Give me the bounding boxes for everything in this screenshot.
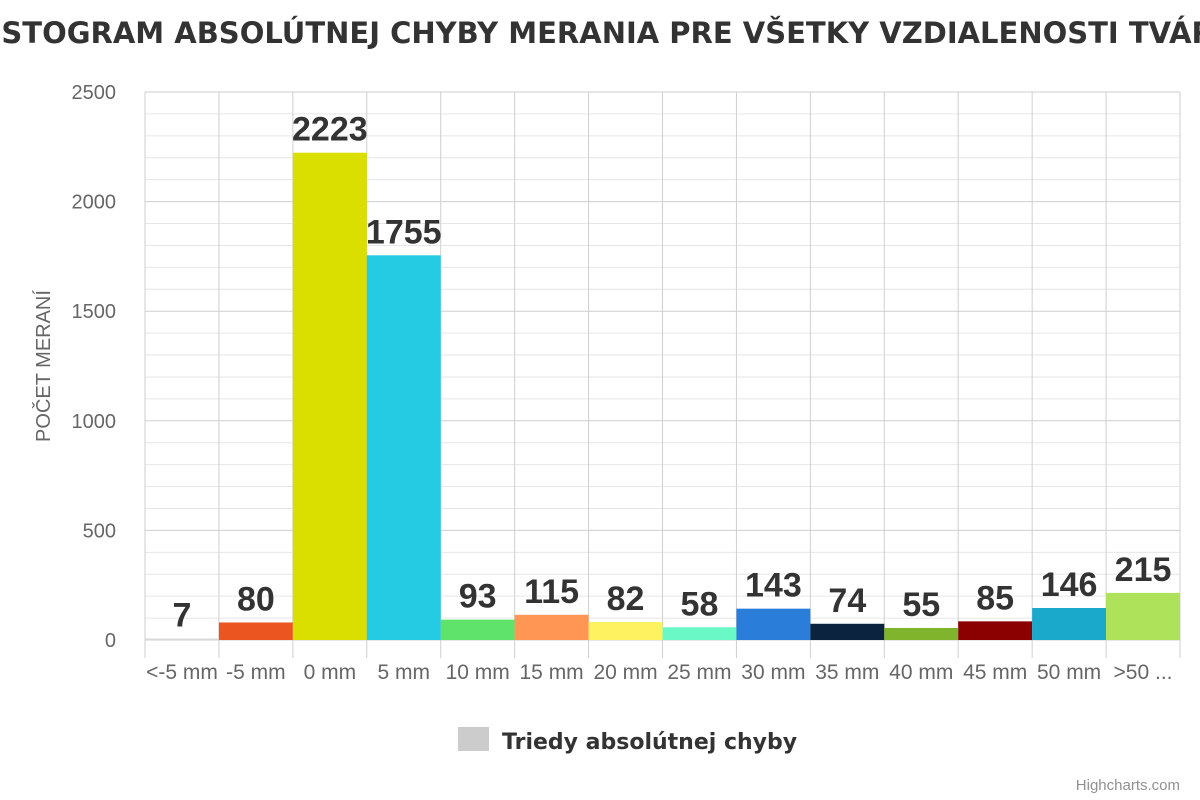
data-label: 1755 (366, 213, 442, 251)
data-label: 7 (173, 596, 192, 634)
chart-title: HISTOGRAM ABSOLÚTNEJ CHYBY MERANIA PRE V… (0, 16, 1200, 50)
x-tick-label: 40 mm (889, 661, 953, 684)
bar (1106, 592, 1180, 640)
y-tick-label: 1500 (72, 301, 117, 323)
x-tick-label: 0 mm (304, 661, 357, 684)
data-label: 215 (1115, 551, 1172, 589)
x-tick-label: 20 mm (593, 661, 657, 684)
data-label: 143 (745, 567, 802, 605)
data-label: 82 (607, 580, 645, 618)
bar (884, 627, 959, 640)
y-tick-label: 2000 (72, 192, 117, 214)
y-axis-title: POČET MERANÍ (32, 290, 55, 442)
y-tick-label: 0 (105, 630, 116, 652)
bar (958, 621, 1033, 640)
bar (514, 614, 589, 640)
credits-link[interactable]: Highcharts.com (1076, 777, 1180, 794)
data-label: 74 (828, 582, 866, 620)
bar (218, 622, 293, 640)
y-tick-label: 2500 (72, 82, 117, 104)
x-tick-label: 10 mm (446, 661, 510, 684)
legend-label[interactable]: Triedy absolútnej chyby (502, 730, 797, 755)
bar (736, 608, 811, 640)
bar (366, 255, 441, 640)
data-label: 55 (902, 586, 940, 624)
data-label: 58 (681, 585, 719, 623)
data-label: 115 (524, 573, 579, 611)
data-label: 85 (976, 579, 1014, 617)
bar (588, 622, 663, 640)
x-tick-label: 5 mm (378, 661, 431, 684)
data-label: 2223 (292, 111, 368, 149)
x-tick-label: 15 mm (520, 661, 584, 684)
bar (145, 638, 219, 640)
x-tick-label: 50 mm (1037, 661, 1101, 684)
x-tick-label: 30 mm (741, 661, 805, 684)
bars (145, 152, 1180, 641)
legend[interactable]: Triedy absolútnej chyby (458, 727, 797, 755)
x-tick-label: >50 ... (1114, 661, 1173, 684)
bar (1032, 607, 1107, 640)
data-label: 146 (1041, 566, 1098, 604)
bar (810, 623, 885, 640)
y-axis-ticks: 0 500 1000 1500 2000 2500 (72, 82, 117, 652)
data-labels: 7 80 2223 1755 93 115 82 58 143 74 55 85 146 215 (173, 111, 1172, 635)
bar (292, 152, 367, 641)
legend-swatch[interactable] (458, 727, 489, 751)
y-tick-label: 500 (83, 520, 116, 542)
x-tick-label: <-5 mm (146, 661, 218, 684)
data-label: 93 (459, 578, 497, 616)
x-tick-label: 25 mm (667, 661, 731, 684)
x-tick-label: 35 mm (815, 661, 879, 684)
bar (440, 619, 515, 640)
x-axis-ticks: <-5 mm -5 mm 0 mm 5 mm 10 mm 15 mm 20 mm 25 mm 3… (146, 661, 1172, 684)
y-tick-label: 1000 (72, 411, 117, 433)
bar (662, 627, 737, 640)
x-tick-label: 45 mm (963, 661, 1027, 684)
x-tick-label: -5 mm (226, 661, 286, 684)
data-label: 80 (237, 580, 275, 618)
